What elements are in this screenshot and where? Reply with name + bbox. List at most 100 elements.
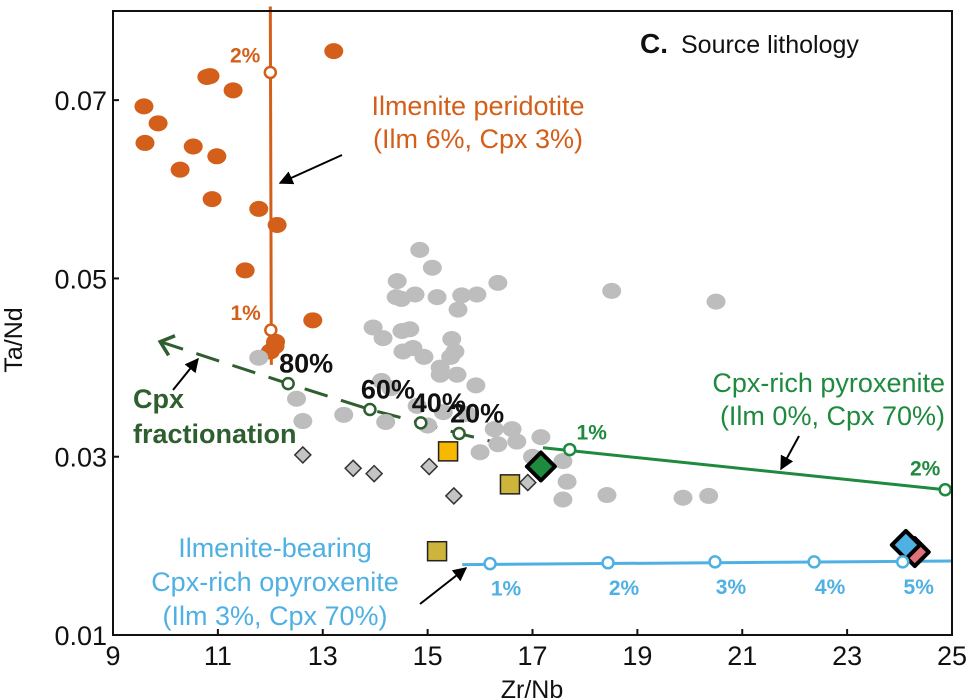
- arrow-cpx-fractionation: [172, 357, 199, 391]
- data-point: [249, 200, 269, 217]
- data-point-diamond: [344, 459, 363, 478]
- model-marker-label: 2%: [609, 577, 640, 600]
- data-point-diamond-large: [524, 450, 557, 483]
- data-point: [266, 333, 286, 350]
- data-point: [407, 397, 427, 414]
- model-marker-label: 1%: [577, 422, 608, 445]
- data-point: [223, 82, 243, 99]
- data-point: [287, 390, 307, 407]
- series-green-diamond: [524, 450, 557, 483]
- model-marker: [452, 426, 466, 441]
- data-point: [334, 406, 354, 423]
- y-tick-label: 0.01: [54, 621, 107, 651]
- data-point: [597, 487, 617, 504]
- axes: 9 11 13 15 17 19 21 23 25 0.01 0.03 0.05 0.07: [54, 86, 967, 671]
- annotation-ilmenite-bearing-line1: Ilmenite-bearing: [178, 533, 372, 563]
- x-tick-label: 25: [937, 641, 967, 671]
- data-point: [441, 348, 461, 365]
- model-line-ilmenite-bearing-cpx-rich-pyroxenite: [462, 559, 953, 567]
- model-marker-label: 2%: [230, 45, 261, 68]
- data-point: [448, 301, 468, 318]
- data-point: [381, 380, 401, 397]
- annotation-ilmenite-bearing-line2: Cpx-rich opyroxenite: [151, 567, 399, 597]
- model-marker-label: 40%: [412, 388, 466, 418]
- data-point: [430, 366, 450, 383]
- arrow-cpx-rich-pyroxenite: [780, 435, 800, 471]
- data-point: [484, 421, 504, 438]
- x-tick-label: 13: [308, 641, 338, 671]
- data-point-diamond: [420, 457, 439, 476]
- series-gray-samples: [249, 241, 726, 508]
- series-olive-squares: [426, 474, 521, 562]
- model-marker: [281, 376, 295, 391]
- data-point: [235, 262, 255, 279]
- y-tick-label: 0.03: [54, 443, 107, 473]
- model-marker-label: 1%: [230, 302, 261, 325]
- data-point-square: [426, 540, 448, 562]
- x-tick-label: 19: [622, 641, 652, 671]
- data-point-diamond: [365, 464, 384, 483]
- data-point: [324, 43, 344, 60]
- model-marker-label: 3%: [716, 576, 747, 599]
- model-marker: [483, 556, 497, 571]
- data-point: [170, 161, 190, 178]
- data-point: [470, 444, 490, 461]
- data-point-diamond: [444, 486, 463, 505]
- data-point: [706, 293, 726, 310]
- model-marker-label: 1%: [491, 578, 522, 601]
- data-point: [553, 453, 573, 470]
- data-point: [488, 436, 508, 453]
- panel-letter: C.: [640, 28, 668, 59]
- model-markers: 2% 1% 80% 60%40%20% 1% 2% 1% 2% 3% 4% 5%: [230, 45, 952, 601]
- model-marker: [414, 416, 428, 430]
- x-tick-label: 15: [413, 641, 443, 671]
- data-point: [502, 421, 522, 438]
- data-point: [148, 115, 168, 132]
- x-tick-label: 17: [517, 641, 547, 671]
- arrow-ilmenite-peridotite: [278, 154, 343, 185]
- data-point: [134, 98, 154, 115]
- data-point: [457, 405, 477, 422]
- data-point: [387, 273, 407, 290]
- data-point-square: [437, 441, 459, 462]
- data-point: [433, 404, 453, 421]
- chart-title: Source lithology: [681, 31, 859, 59]
- annotation-cpx-rich-pyroxenite-line2: (Ilm 0%, Cpx 70%): [720, 401, 945, 431]
- model-line-ilmenite-peridotite: [268, 6, 273, 365]
- x-tick-label: 23: [832, 641, 862, 671]
- annotation-cpx-fractionation-line2: fractionation: [133, 419, 297, 449]
- model-marker: [807, 555, 821, 569]
- data-point: [442, 331, 462, 348]
- data-point: [452, 287, 472, 304]
- data-point: [414, 348, 434, 365]
- arrow-ilmenite-bearing: [419, 567, 468, 605]
- data-point: [183, 138, 203, 155]
- y-tick-label: 0.07: [54, 86, 107, 116]
- annotation-cpx-rich-pyroxenite-line1: Cpx-rich pyroxenite: [712, 368, 945, 398]
- data-point: [249, 349, 269, 366]
- data-point-diamond: [293, 445, 312, 464]
- model-marker: [938, 482, 952, 497]
- data-point: [135, 134, 155, 151]
- dashed-arrowhead: [157, 334, 176, 357]
- annotation-cpx-fractionation-line1: Cpx: [133, 384, 184, 414]
- series-orange-samples: [134, 43, 344, 360]
- x-axis-title: Zr/Nb: [501, 676, 564, 700]
- annotation-ilmenite-bearing-line3: (Ilm 3%, Cpx 70%): [162, 601, 387, 631]
- model-marker: [708, 555, 722, 569]
- data-point: [467, 286, 487, 303]
- data-point: [405, 286, 425, 303]
- data-point: [602, 282, 622, 299]
- model-line-cpx-rich-pyroxenite: [542, 446, 946, 492]
- data-point-diamond: [518, 473, 537, 492]
- data-point: [507, 433, 527, 450]
- model-marker: [363, 402, 377, 417]
- model-marker: [601, 556, 615, 570]
- data-point: [531, 429, 551, 446]
- data-point: [699, 487, 719, 504]
- data-point: [267, 216, 287, 233]
- model-marker: [263, 65, 278, 80]
- data-point: [207, 148, 227, 165]
- annotation-ilmenite-peridotite-line2: (Ilm 6%, Cpx 3%): [373, 124, 583, 154]
